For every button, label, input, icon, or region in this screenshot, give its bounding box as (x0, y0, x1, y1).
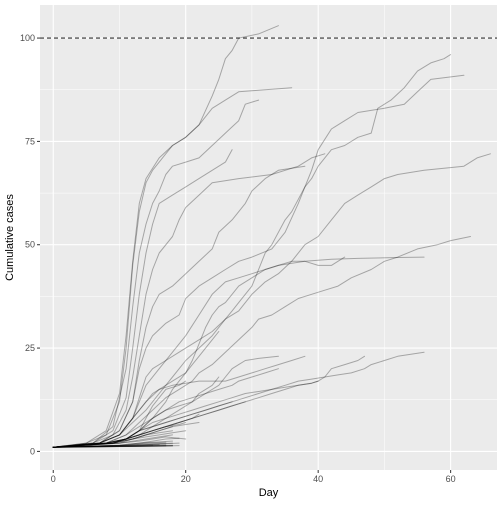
series-line-36 (52, 442, 180, 448)
series-line-35 (52, 442, 173, 448)
series-line-44 (52, 445, 167, 448)
x-tick-label: 20 (181, 474, 191, 484)
series-line-42 (52, 445, 173, 448)
x-tick-label: 60 (446, 474, 456, 484)
series-line-40 (52, 444, 167, 448)
series-line-41 (52, 444, 173, 448)
series-lines (52, 25, 491, 448)
series-line-1 (52, 25, 279, 448)
series-line-18 (52, 368, 279, 448)
series-line-39 (52, 444, 154, 448)
series-line-22 (52, 401, 246, 448)
series-line-33 (52, 440, 173, 448)
x-tick-labels: 0 20 40 60 (51, 474, 456, 484)
series-line-2 (52, 87, 293, 448)
series-line-25 (52, 422, 187, 448)
series-line-26 (52, 422, 200, 448)
series-line-15 (52, 351, 425, 448)
series-line-3 (52, 99, 260, 448)
series-line-32 (52, 437, 180, 448)
axis-ticks (37, 37, 452, 473)
x-tick-label: 40 (313, 474, 323, 484)
y-axis-title: Cumulative cases (4, 194, 16, 281)
series-line-37 (52, 443, 167, 448)
series-line-6 (52, 165, 306, 448)
x-axis-title: Day (259, 487, 279, 499)
series-line-14 (52, 355, 279, 448)
y-tick-label: 100 (20, 33, 35, 43)
series-line-13 (52, 236, 471, 448)
minor-gridlines (40, 5, 497, 470)
series-line-21 (52, 331, 220, 448)
series-line-43 (52, 445, 180, 448)
y-tick-labels: 0 25 50 75 100 (20, 33, 35, 456)
plot-panel (40, 5, 497, 470)
series-line-19 (52, 380, 187, 448)
series-line-8 (52, 153, 491, 448)
series-line-38 (52, 444, 160, 448)
x-tick-label: 0 (51, 474, 56, 484)
series-line-34 (52, 441, 167, 448)
series-line-27 (52, 426, 173, 448)
series-line-16 (52, 355, 365, 448)
series-line-30 (52, 434, 173, 448)
y-tick-label: 0 (30, 446, 35, 456)
series-line-28 (52, 430, 173, 448)
series-line-24 (52, 413, 200, 448)
major-gridlines (40, 5, 497, 470)
series-line-12 (52, 355, 306, 448)
y-tick-label: 25 (25, 343, 35, 353)
series-line-45 (52, 445, 173, 448)
series-line-5 (52, 153, 326, 448)
series-line-29 (52, 430, 187, 448)
series-line-9 (52, 256, 425, 448)
series-line-31 (52, 436, 187, 448)
series-line-10 (52, 256, 346, 448)
series-line-4 (52, 149, 233, 448)
series-line-17 (52, 401, 233, 448)
series-line-7 (52, 74, 465, 448)
series-line-11 (52, 54, 452, 448)
series-line-20 (52, 380, 319, 448)
y-tick-label: 75 (25, 136, 35, 146)
y-tick-label: 50 (25, 240, 35, 250)
series-line-23 (52, 376, 220, 448)
